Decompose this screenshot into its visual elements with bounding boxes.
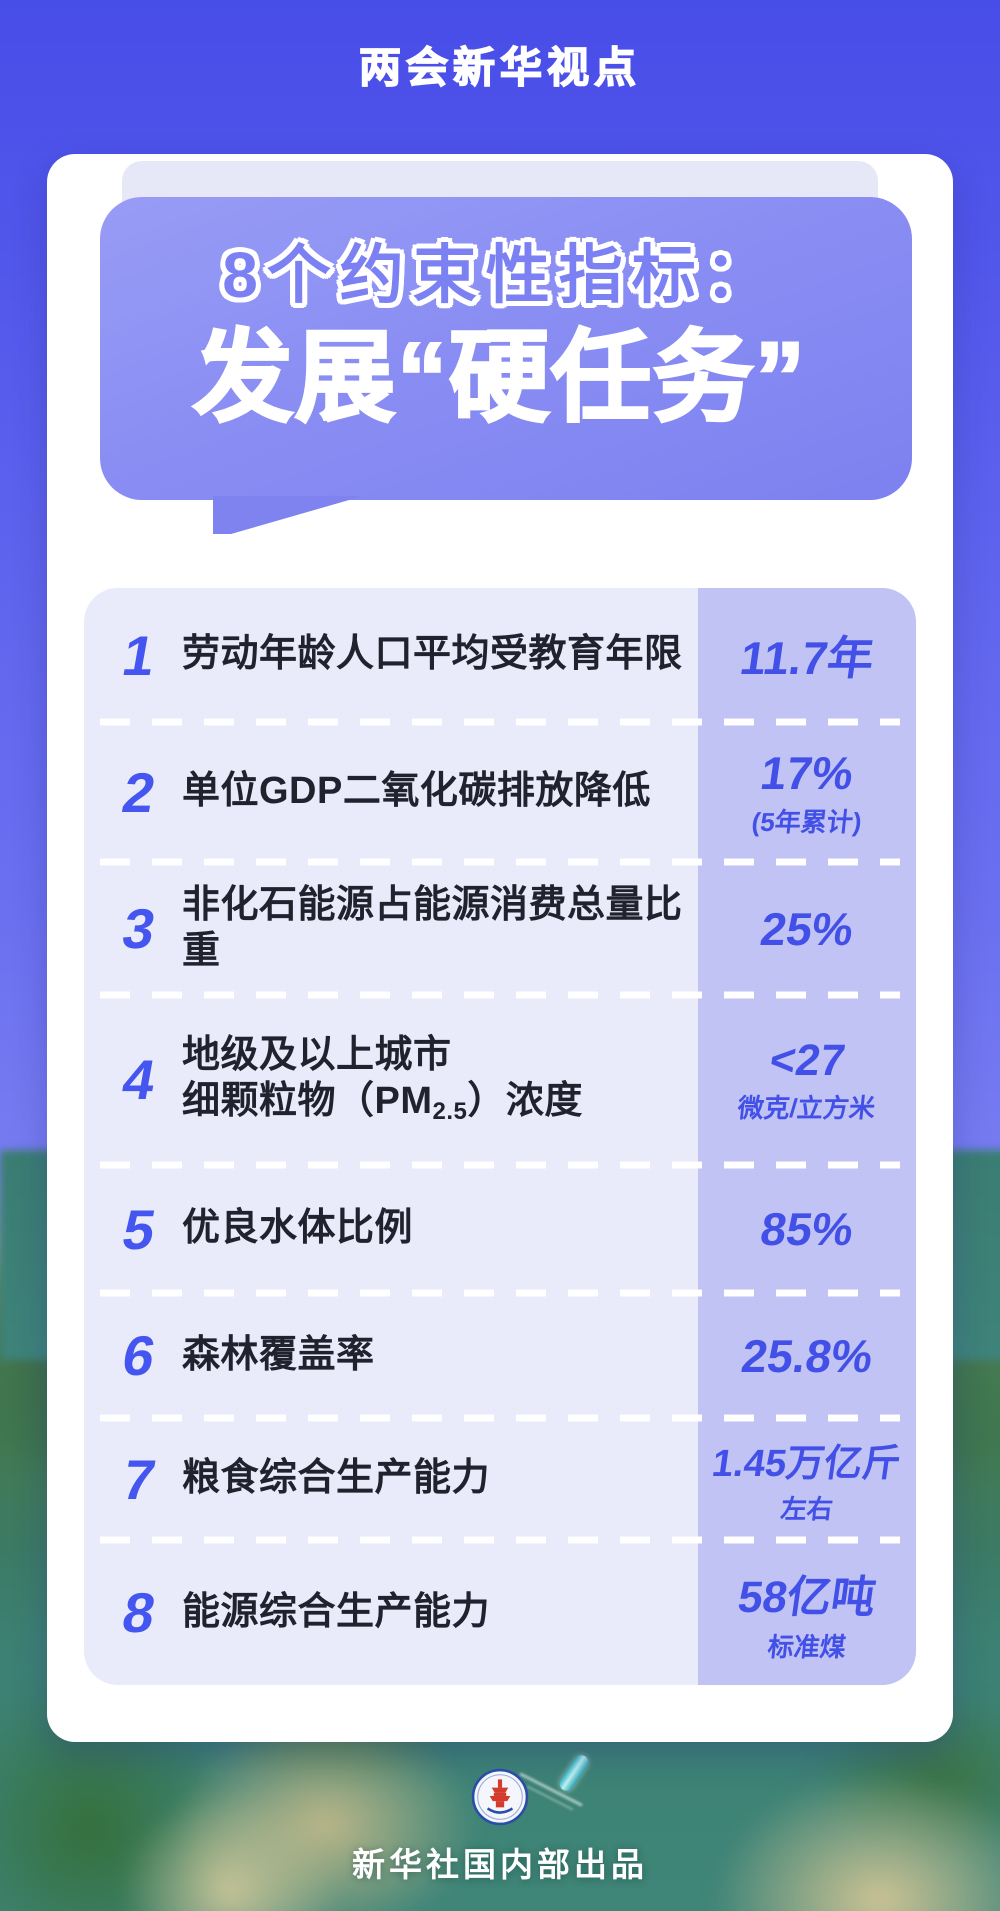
row-separator bbox=[100, 858, 900, 866]
indicator-number: 3 bbox=[117, 897, 161, 960]
indicator-value: 25% bbox=[757, 902, 857, 955]
label-line-1: 地级及以上城市 bbox=[182, 1034, 452, 1077]
indicator-label: 单位GDP二氧化碳排放降低 bbox=[182, 770, 651, 813]
row-separator bbox=[100, 1289, 900, 1297]
indicator-number: 8 bbox=[117, 1581, 161, 1644]
indicator-row-7: 7 粮食综合生产能力 1.45万亿斤 左右 bbox=[84, 1418, 916, 1540]
indicator-number: 6 bbox=[117, 1324, 161, 1387]
indicator-row-3: 3 非化石能源占能源消费总量比重 25% bbox=[84, 862, 916, 995]
indicator-number: 7 bbox=[117, 1447, 161, 1511]
indicator-value: 25.8% bbox=[738, 1329, 876, 1382]
indicator-value: 17% bbox=[757, 746, 857, 799]
row-separator bbox=[100, 991, 900, 999]
indicator-label: 粮食综合生产能力 bbox=[182, 1457, 491, 1500]
indicator-number: 5 bbox=[117, 1197, 161, 1261]
indicator-row-4: 4 地级及以上城市 细颗粒物（PM2.5）浓度 <27 微克/立方米 bbox=[84, 995, 916, 1165]
indicator-label: 优良水体比例 bbox=[182, 1207, 414, 1250]
indicator-row-6: 6 森林覆盖率 25.8% bbox=[84, 1293, 916, 1418]
indicator-value: 58亿吨 bbox=[734, 1573, 879, 1622]
indicator-label: 非化石能源占能源消费总量比重 bbox=[182, 883, 683, 972]
indicator-label: 地级及以上城市 细颗粒物（PM2.5）浓度 bbox=[182, 1033, 583, 1126]
indicator-value: 11.7年 bbox=[736, 632, 877, 684]
value-column-background bbox=[698, 588, 916, 1685]
indicator-number: 1 bbox=[117, 623, 161, 687]
indicator-label: 劳动年龄人口平均受教育年限 bbox=[182, 633, 683, 676]
indicator-value: <27 bbox=[766, 1035, 848, 1085]
producer-credit: 新华社国内部出品 bbox=[352, 1846, 648, 1883]
indicator-row-1: 1 劳动年龄人口平均受教育年限 11.7年 bbox=[84, 588, 916, 722]
row-separator bbox=[100, 1414, 900, 1422]
indicator-value-unit: 标准煤 bbox=[766, 1632, 848, 1662]
row-separator bbox=[100, 1536, 900, 1544]
pm25-subscript: 2.5 bbox=[432, 1097, 468, 1125]
indicator-number: 2 bbox=[117, 760, 161, 824]
title-bubble bbox=[100, 197, 912, 500]
indicator-row-5: 5 优良水体比例 85% bbox=[84, 1165, 916, 1293]
indicator-number: 4 bbox=[117, 1048, 161, 1112]
indicator-row-2: 2 单位GDP二氧化碳排放降低 17% (5年累计) bbox=[84, 722, 916, 862]
indicators-panel: 1 劳动年龄人口平均受教育年限 11.7年 2 单位GDP二氧化碳排放降低 17… bbox=[84, 588, 916, 1685]
indicator-value-note: (5年累计) bbox=[750, 806, 864, 837]
indicator-value-note: 左右 bbox=[779, 1494, 835, 1524]
kicker-title: 两会新华视点 bbox=[358, 43, 641, 92]
poster-title-line1: 8个约束性指标： bbox=[222, 239, 778, 311]
xinhua-emblem-icon bbox=[471, 1768, 529, 1826]
indicator-value-unit: 微克/立方米 bbox=[736, 1092, 878, 1123]
indicator-rows: 1 劳动年龄人口平均受教育年限 11.7年 2 单位GDP二氧化碳排放降低 17… bbox=[84, 588, 916, 1685]
indicator-row-8: 8 能源综合生产能力 58亿吨 标准煤 bbox=[84, 1540, 916, 1685]
indicator-value: 85% bbox=[757, 1203, 857, 1255]
label-line-2: 细颗粒物（PM2.5）浓度 bbox=[182, 1079, 583, 1125]
row-separator bbox=[100, 718, 900, 726]
indicator-label: 能源综合生产能力 bbox=[182, 1590, 491, 1633]
indicator-value: 1.45万亿斤 bbox=[709, 1443, 904, 1485]
poster-title-line2: 发展“硬任务” bbox=[192, 321, 807, 436]
row-separator bbox=[100, 1161, 900, 1169]
indicator-label: 森林覆盖率 bbox=[182, 1333, 375, 1376]
